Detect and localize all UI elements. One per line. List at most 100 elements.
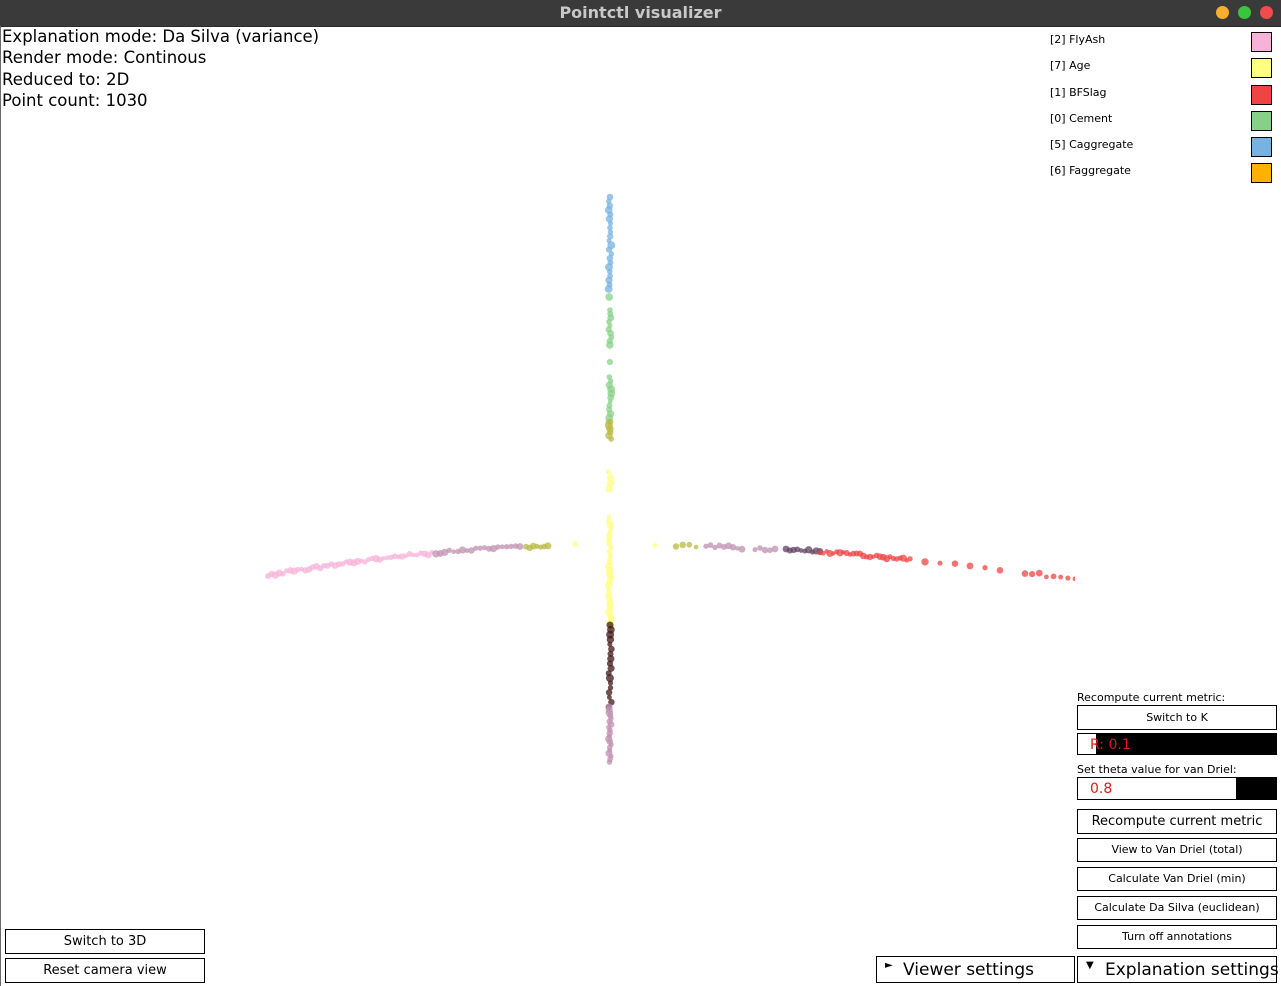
legend-label: [0] Cement (1050, 111, 1113, 125)
data-point (607, 655, 615, 663)
close-icon[interactable] (1260, 6, 1273, 19)
data-point (921, 558, 929, 566)
data-point (499, 544, 505, 550)
van-driel-min-button[interactable]: Calculate Van Driel (min) (1077, 867, 1277, 891)
data-point (607, 641, 613, 647)
legend: [2] FlyAsh [7] Age [1] BFSlag [0] Cement… (1049, 30, 1277, 188)
legend-item-caggregate: [5] Caggregate (1049, 135, 1277, 161)
data-point (1058, 574, 1064, 580)
legend-swatch (1251, 110, 1272, 131)
data-point (482, 545, 488, 551)
data-point (605, 689, 613, 696)
data-point (652, 542, 658, 548)
legend-label: [2] FlyAsh (1050, 33, 1106, 46)
data-point (607, 680, 614, 686)
data-point (767, 547, 773, 554)
explanation-settings-label: Explanation settings (1105, 960, 1279, 980)
data-point (716, 542, 723, 549)
r-value-field[interactable]: R: 0.1 (1077, 733, 1277, 755)
data-point (712, 544, 718, 551)
data-point (607, 685, 614, 691)
data-point (504, 544, 510, 550)
legend-item-age: [7] Age (1049, 56, 1277, 82)
legend-swatch (1251, 163, 1272, 184)
data-point (606, 374, 613, 380)
data-point (495, 544, 501, 550)
data-point (605, 485, 613, 493)
r-value-fill (1095, 734, 1276, 754)
r-value-text: R: 0.1 (1090, 737, 1131, 753)
legend-swatch (1251, 137, 1272, 158)
data-point (605, 674, 614, 683)
data-point (607, 229, 614, 235)
data-point (1072, 576, 1075, 582)
data-point (608, 544, 614, 550)
data-point (761, 546, 769, 554)
data-point (798, 548, 804, 553)
data-point (826, 549, 834, 558)
reset-camera-button[interactable]: Reset camera view (5, 958, 205, 983)
data-point (607, 474, 615, 482)
data-point (607, 224, 613, 231)
viewer-settings-tab[interactable]: ► Viewer settings (876, 956, 1075, 983)
switch-to-3d-button[interactable]: Switch to 3D (5, 929, 205, 954)
legend-swatch (1251, 84, 1272, 105)
render-mode-text: Render mode: Continous (2, 48, 207, 68)
data-point (752, 547, 758, 553)
data-point (606, 759, 613, 765)
data-point (606, 318, 612, 325)
data-point (672, 543, 680, 550)
data-point (794, 546, 801, 553)
data-point (458, 546, 467, 554)
recompute-metric-button[interactable]: Recompute current metric (1077, 809, 1277, 834)
data-point (1035, 569, 1043, 577)
legend-item-faggregate: [6] Faggregate (1049, 161, 1277, 187)
theta-value-field[interactable]: 0.8 (1077, 777, 1277, 800)
window-frame-left (0, 26, 1, 986)
info-overlay: Explanation mode: Da Silva (variance) Re… (2, 26, 319, 111)
point-cloud-canvas[interactable] (0, 27, 1075, 947)
data-point (693, 544, 699, 550)
data-point (544, 542, 552, 550)
reduced-to-text: Reduced to: 2D (2, 69, 130, 89)
explanation-settings-tab[interactable]: ▼ Explanation settings (1077, 956, 1279, 983)
data-point (707, 542, 714, 548)
maximize-icon[interactable] (1238, 6, 1251, 19)
van-driel-total-button[interactable]: View to Van Driel (total) (1077, 838, 1277, 862)
data-point (451, 549, 456, 554)
data-point (608, 645, 615, 653)
data-point (1065, 575, 1071, 581)
window-titlebar: Pointctl visualizer (0, 0, 1281, 27)
data-point (508, 543, 514, 550)
switch-to-k-button[interactable]: Switch to K (1077, 705, 1277, 730)
data-point (738, 545, 746, 553)
legend-label: [1] BFSlag (1050, 85, 1107, 99)
data-point (468, 547, 475, 554)
legend-swatch (1251, 58, 1272, 79)
data-point (982, 565, 988, 571)
annotations-toggle-button[interactable]: Turn off annotations (1077, 925, 1277, 949)
data-point (446, 547, 452, 553)
data-point (679, 541, 686, 549)
data-point (1044, 574, 1049, 580)
explanation-mode-text: Explanation mode: Da Silva (variance) (2, 27, 320, 46)
data-point (605, 469, 612, 475)
data-point (966, 562, 974, 570)
data-point (604, 285, 613, 293)
data-point (295, 566, 301, 573)
data-point (606, 479, 615, 488)
da-silva-button[interactable]: Calculate Da Silva (euclidean) (1077, 896, 1277, 920)
data-point (607, 664, 615, 672)
data-point (606, 694, 612, 700)
legend-label: [7] Age (1050, 59, 1091, 73)
data-point (441, 548, 449, 556)
minimize-icon[interactable] (1216, 6, 1229, 19)
data-point (606, 548, 612, 554)
data-point (686, 541, 693, 548)
legend-label: [5] Caggregate (1050, 138, 1134, 152)
data-point (606, 514, 612, 520)
data-point (608, 436, 615, 442)
data-point (572, 541, 578, 548)
data-point (424, 551, 432, 559)
data-point (607, 394, 615, 401)
